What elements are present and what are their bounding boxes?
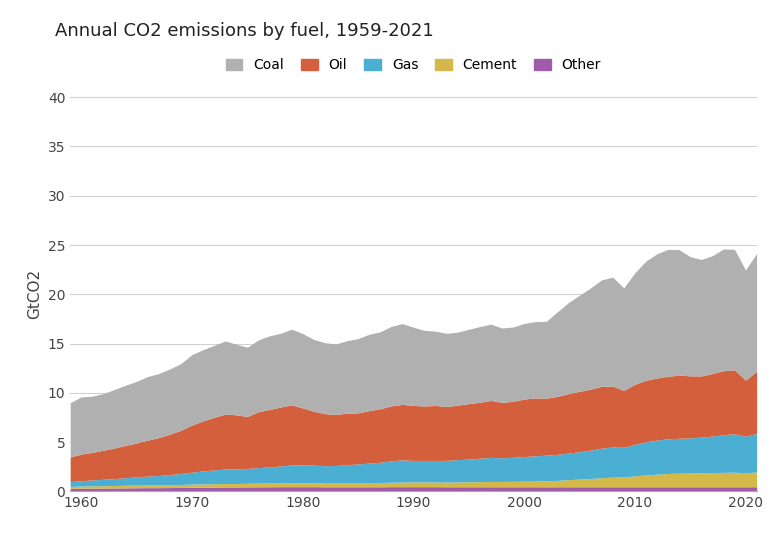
Text: Annual CO2 emissions by fuel, 1959-2021: Annual CO2 emissions by fuel, 1959-2021 [55, 22, 434, 39]
Legend: Coal, Oil, Gas, Cement, Other: Coal, Oil, Gas, Cement, Other [220, 53, 607, 78]
Y-axis label: GtCO2: GtCO2 [27, 269, 42, 319]
